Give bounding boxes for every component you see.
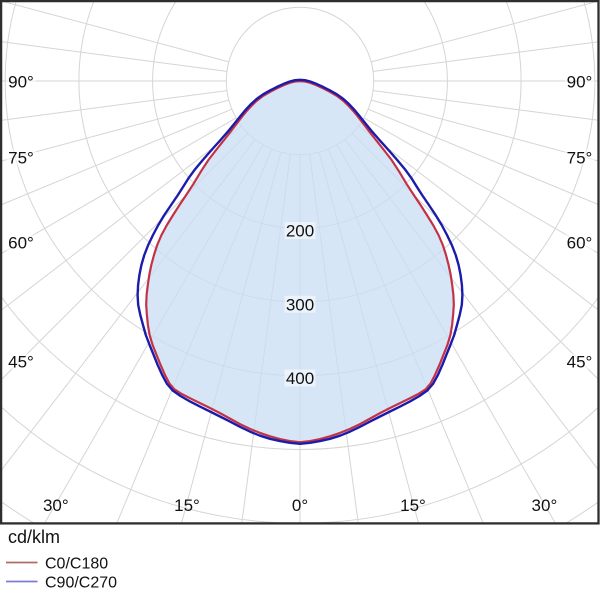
svg-text:45°: 45° (567, 352, 593, 371)
svg-text:75°: 75° (8, 148, 34, 167)
svg-text:400: 400 (286, 369, 314, 388)
svg-text:45°: 45° (8, 352, 34, 371)
svg-text:C0/C180: C0/C180 (45, 556, 108, 573)
svg-text:90°: 90° (8, 72, 34, 91)
svg-text:75°: 75° (567, 148, 593, 167)
svg-text:15°: 15° (174, 496, 200, 515)
svg-text:60°: 60° (567, 234, 593, 253)
svg-text:300: 300 (286, 295, 314, 314)
svg-text:cd/klm: cd/klm (8, 527, 60, 547)
svg-text:90°: 90° (567, 72, 593, 91)
svg-text:30°: 30° (532, 496, 558, 515)
svg-text:0°: 0° (292, 496, 308, 515)
svg-text:15°: 15° (400, 496, 426, 515)
svg-text:C90/C270: C90/C270 (45, 575, 117, 592)
svg-text:30°: 30° (43, 496, 69, 515)
svg-text:60°: 60° (8, 234, 34, 253)
svg-text:200: 200 (286, 222, 314, 241)
